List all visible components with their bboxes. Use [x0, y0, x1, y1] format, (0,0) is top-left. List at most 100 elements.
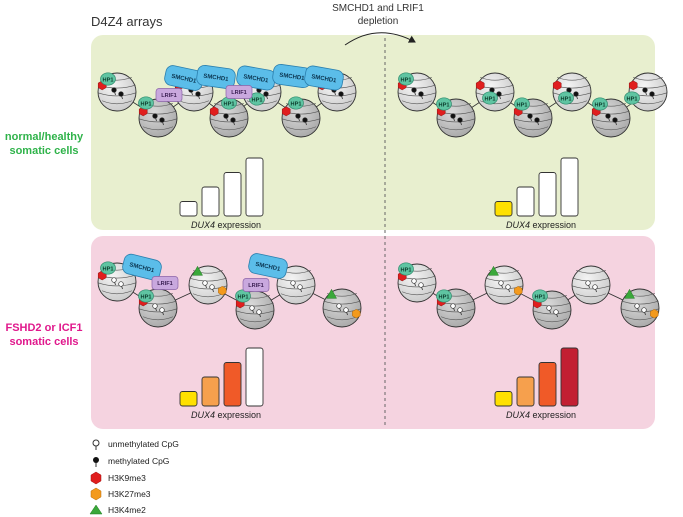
hp1-protein: HP1: [138, 289, 154, 303]
dna-wrap: [282, 118, 320, 123]
expression-bar: [538, 362, 557, 407]
dna-wrap: [239, 318, 271, 323]
expression-bars-disease-depleted: [494, 347, 579, 407]
unmethylated-cpg: [634, 303, 640, 309]
dna-wrap: [398, 92, 436, 97]
hp1-protein: HP1: [436, 289, 452, 303]
unmethylated-cpg: [249, 305, 255, 311]
hp1-shape: [398, 72, 414, 86]
nucleosome: [188, 265, 228, 305]
lrif1-shape: [242, 278, 270, 292]
unmethylated-cpg: [336, 303, 342, 309]
hp1-protein: HP1: [624, 91, 640, 105]
unmethylated-cpg: [450, 303, 456, 309]
smchd1-label: SMCHD1: [203, 74, 230, 84]
smchd1-protein: SMCHD1: [248, 253, 288, 279]
dna-wrap: [236, 310, 274, 315]
h3k9me3-mark: [209, 106, 219, 117]
h3k27me3-mark: [218, 286, 227, 296]
legend-unmethylated-label: unmethylated CpG: [108, 439, 179, 449]
hp1-label: HP1: [252, 97, 263, 103]
lrif1-label: LRIF1: [157, 281, 173, 287]
h3k9me3-mark: [628, 80, 638, 91]
methylated-cpg: [263, 91, 269, 97]
smchd1-shape: [196, 64, 236, 90]
expression-bar: [179, 391, 198, 407]
dna-wrap: [277, 285, 315, 290]
hp1-shape: [138, 289, 154, 303]
dna-wrap: [533, 310, 571, 315]
unmethylated-cpg: [418, 282, 424, 288]
hp1-shape: [592, 97, 608, 111]
dna-wrap: [101, 100, 133, 105]
hp1-label: HP1: [517, 102, 528, 108]
nucleosome: [620, 288, 660, 328]
expr-label-disease-normal: DUX4 expression: [191, 410, 261, 420]
hp1-shape: [398, 262, 414, 276]
legend-h3k27me3-icon: [90, 487, 102, 501]
nucleosome-layer: HP1 HP1 HP1 HP1 HP1 SMCHD1 SMCHD1 SMCHD1 SMCHD1 S…: [97, 63, 668, 330]
dna-wrap: [213, 126, 245, 131]
smchd1-label: SMCHD1: [255, 262, 282, 273]
unmethylated-cpg: [290, 280, 296, 286]
methylated-cpg: [649, 91, 655, 97]
dna-wrap: [139, 118, 177, 123]
lrif1-protein: LRIF1: [242, 278, 270, 292]
hp1-label: HP1: [238, 294, 249, 300]
h3k4me2-mark: [488, 265, 499, 276]
unmethylated-cpg: [457, 307, 463, 313]
expression-bar: [245, 347, 264, 407]
dna-wrap: [401, 100, 433, 105]
h3k4me2-mark: [192, 265, 203, 276]
smchd1-shape: [122, 253, 162, 281]
expression-bar: [245, 157, 264, 217]
expression-bar: [494, 391, 513, 407]
unmethylated-cpg: [118, 281, 124, 287]
dna-wrap: [142, 126, 174, 131]
depletion-label-line2: depletion: [358, 16, 399, 27]
dna-wrap: [321, 100, 353, 105]
hp1-label: HP1: [291, 101, 302, 107]
expression-bar: [560, 157, 579, 217]
lrif1-label: LRIF1: [161, 93, 177, 99]
methylated-cpg: [118, 91, 124, 97]
dna-wrap: [556, 76, 588, 81]
unmethylated-cpg: [641, 307, 647, 313]
expression-bar: [516, 186, 535, 217]
smchd1-label: SMCHD1: [171, 74, 198, 85]
dna-wrap: [592, 118, 630, 123]
hp1-label: HP1: [485, 96, 496, 102]
unmethylated-cpg: [505, 284, 511, 290]
hp1-shape: [436, 97, 452, 111]
unmethylated-cpg: [111, 277, 117, 283]
dna-wrap: [517, 126, 549, 131]
hp1-protein: HP1: [100, 72, 116, 86]
unmethylated-cpg: [498, 280, 504, 286]
dna-wrap: [398, 283, 436, 288]
healthy-label-line1: normal/healthy: [5, 131, 84, 143]
methylated-cpg: [302, 117, 308, 123]
smchd1-protein: SMCHD1: [196, 64, 236, 90]
hp1-label: HP1: [103, 266, 114, 272]
depletion-label-line1: SMCHD1 and LRIF1: [332, 3, 424, 14]
hp1-label: HP1: [141, 294, 152, 300]
expression-bars-disease-normal: [179, 347, 264, 407]
legend-unmethylated-icon: [92, 439, 100, 450]
nucleosome: [552, 72, 592, 112]
unmethylated-cpg: [152, 303, 158, 309]
dna-wrap: [401, 291, 433, 296]
dna-wrap: [632, 76, 664, 81]
hp1-protein: HP1: [235, 289, 251, 303]
nucleosome: [322, 288, 362, 328]
dna-wrap: [437, 118, 475, 123]
nucleosome: [209, 98, 249, 138]
hp1-label: HP1: [401, 77, 412, 83]
smchd1-label: SMCHD1: [243, 74, 270, 84]
expression-bar: [179, 201, 198, 217]
hp1-shape: [138, 96, 154, 110]
methylated-cpg: [195, 91, 201, 97]
legend-methylated-icon: [93, 457, 99, 467]
dna-wrap: [485, 277, 523, 282]
